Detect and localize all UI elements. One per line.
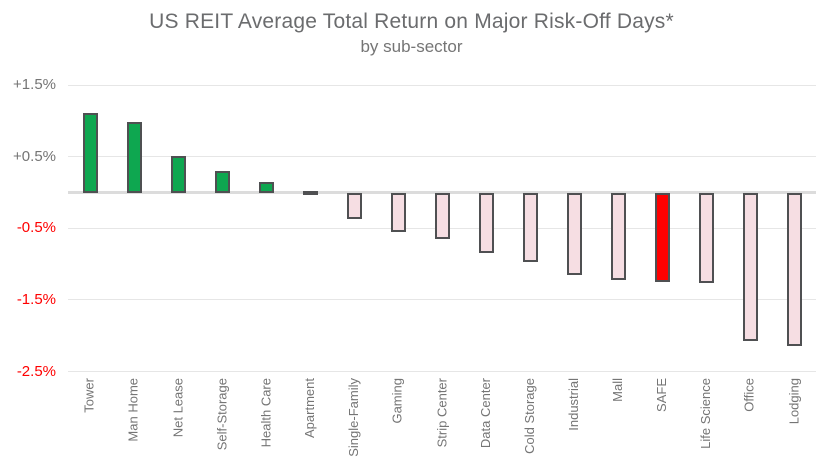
gridline: [68, 371, 816, 372]
x-axis-label: Apartment: [302, 378, 317, 438]
bar-man-home: [126, 121, 142, 193]
x-axis-label: Industrial: [566, 378, 581, 431]
gridline: [68, 156, 816, 158]
x-axis-label: Health Care: [258, 378, 273, 448]
x-axis-label: Mall: [610, 378, 625, 402]
x-axis-label: Tower: [82, 378, 97, 413]
x-axis-label: Man Home: [126, 378, 141, 442]
bar-single-family: [346, 192, 362, 219]
gridline: [68, 299, 816, 301]
bar-health-care: [258, 181, 274, 193]
chart-title: US REIT Average Total Return on Major Ri…: [149, 10, 674, 33]
bar-tower: [82, 112, 98, 193]
bar-strip-center: [434, 192, 450, 239]
bar-safe: [654, 192, 670, 282]
x-axis-label: Lodging: [786, 378, 801, 425]
bar-gaming: [390, 192, 406, 232]
y-tick-label: -0.5%: [16, 219, 56, 237]
x-axis-label: SAFE: [654, 378, 669, 412]
gridline: [68, 84, 816, 86]
bar-self-storage: [214, 170, 230, 193]
chart-subtitle: by sub-sector: [360, 37, 463, 56]
bar-life-science: [698, 192, 714, 283]
x-axis-label: Data Center: [478, 378, 493, 449]
bar-cold-storage: [522, 192, 538, 262]
bar-industrial: [566, 192, 582, 275]
y-tick-label: +0.5%: [13, 147, 56, 165]
bar-mall: [610, 192, 626, 280]
x-axis-label: Gaming: [390, 378, 405, 424]
x-axis-label: Office: [742, 378, 757, 412]
x-axis-label: Net Lease: [170, 378, 185, 438]
x-axis-label: Strip Center: [434, 378, 449, 448]
bar-apartment: [302, 190, 318, 195]
y-tick-label: -2.5%: [16, 362, 56, 380]
bar-data-center: [478, 192, 494, 253]
x-axis-label: Life Science: [698, 378, 713, 449]
x-axis-label: Self-Storage: [214, 378, 229, 451]
y-tick-label: +1.5%: [13, 76, 56, 94]
bar-net-lease: [170, 155, 186, 193]
x-axis-label: Single-Family: [346, 378, 361, 457]
bar-office: [742, 192, 758, 341]
bar-lodging: [786, 192, 802, 346]
x-axis-label: Cold Storage: [522, 378, 537, 454]
y-tick-label: -1.5%: [16, 290, 56, 308]
